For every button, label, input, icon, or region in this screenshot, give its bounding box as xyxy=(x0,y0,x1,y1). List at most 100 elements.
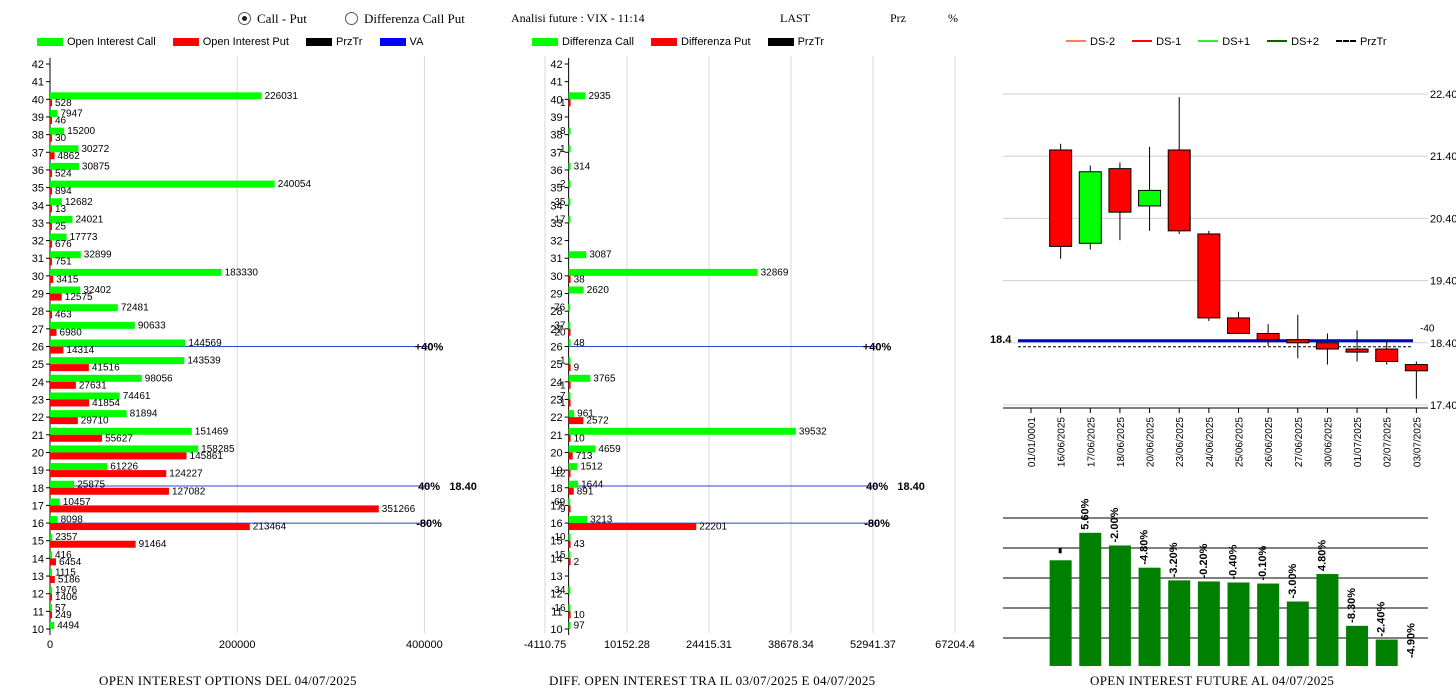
bar-value-label: -34 xyxy=(551,585,566,596)
bar-value-label: 314 xyxy=(574,161,591,172)
call-bar xyxy=(50,268,222,276)
oi-bar xyxy=(1257,583,1280,666)
bar-value-label: 2935 xyxy=(589,91,612,102)
candle-body xyxy=(1167,149,1191,232)
bar-value-label: 124227 xyxy=(169,469,203,480)
x-tick-label: 30/06/2025 xyxy=(1323,417,1334,467)
bar-value-label: 5186 xyxy=(58,575,81,586)
call-bar xyxy=(50,586,52,594)
bar-value-label: 3765 xyxy=(593,373,616,384)
y-tick-label: 41 xyxy=(32,77,44,89)
call-bar xyxy=(50,233,67,241)
bar-value-label: 3415 xyxy=(56,274,79,285)
y-tick-label: 38 xyxy=(550,130,562,142)
put-bar xyxy=(50,311,52,319)
y-tick-label: 18 xyxy=(550,483,562,495)
put-bar xyxy=(50,240,52,248)
radio-diff[interactable]: Differenza Call Put xyxy=(345,11,465,27)
legend-item: Differenza Put xyxy=(651,36,751,48)
call-bar xyxy=(568,215,571,223)
put-bar xyxy=(50,399,90,407)
call-bar xyxy=(568,162,571,170)
y-tick-label: 25 xyxy=(32,359,44,371)
bar-value-label: 27631 xyxy=(79,380,107,391)
y-tick-label: 26 xyxy=(32,342,44,354)
y-tick-label: 15 xyxy=(32,536,44,548)
oi-bar xyxy=(1346,625,1369,666)
call-bar xyxy=(50,92,262,100)
x-tick-label: 16/06/2025 xyxy=(1057,417,1068,467)
oi-bar xyxy=(1168,580,1191,666)
bar-value-label: 1644 xyxy=(581,479,604,490)
y-tick-label: 18 xyxy=(32,483,44,495)
y-tick-label: 16 xyxy=(550,518,562,530)
bar-value-label: 463 xyxy=(55,310,72,321)
bar-value-label: 213464 xyxy=(253,522,287,533)
bar-value-label: 144569 xyxy=(188,338,222,349)
bar-value-label: -1 xyxy=(557,356,566,367)
bar-value-label: 894 xyxy=(55,186,72,197)
bar-value-label: 30875 xyxy=(82,161,110,172)
y-tick-label: 19 xyxy=(32,465,44,477)
bar-value-label: 22201 xyxy=(699,522,727,533)
y-tick-label: 11 xyxy=(551,606,562,618)
bar-value-label: 2572 xyxy=(586,416,609,427)
bar-value-label: 249 xyxy=(55,610,72,621)
level-annotation: 40% xyxy=(418,481,440,493)
call-bar xyxy=(568,92,586,100)
bar-value-label: 15200 xyxy=(67,126,95,137)
bar-value-label: 39532 xyxy=(799,426,827,437)
y-tick-label: 10 xyxy=(32,624,44,636)
bar-value-label: -1 xyxy=(557,398,566,409)
put-bar xyxy=(568,399,571,407)
bar-value-label: 10 xyxy=(574,433,586,444)
y-tick-label: 37 xyxy=(32,147,44,159)
bar-value-label: -2 xyxy=(557,179,566,190)
call-bar xyxy=(50,198,62,206)
call-bar xyxy=(568,374,591,382)
y-tick-label: 22 xyxy=(32,412,44,424)
bar-value-label: -35 xyxy=(551,197,566,208)
put-bar xyxy=(568,558,571,566)
put-bar xyxy=(50,187,52,195)
y-tick-label: 38 xyxy=(32,130,44,142)
y-tick-label: 11 xyxy=(33,606,44,618)
bar-value-label: 158285 xyxy=(201,444,235,455)
call-bar xyxy=(568,427,796,435)
bar-value-label: 416 xyxy=(55,550,72,561)
call-bar xyxy=(50,463,108,471)
oi-bar xyxy=(1375,639,1398,666)
candle-body xyxy=(1197,233,1221,319)
candle-body xyxy=(1345,348,1369,353)
bar-value-label: 1115 xyxy=(55,568,76,579)
bar-value-label: 713 xyxy=(576,451,593,462)
oi-bar-label: 4.80% xyxy=(1316,540,1328,571)
bar-value-label: 6980 xyxy=(60,327,83,338)
candle-body xyxy=(1256,332,1280,341)
x-tick-label: 01/07/2025 xyxy=(1353,417,1364,467)
call-bar xyxy=(568,286,584,294)
bar-value-label: 14314 xyxy=(66,345,94,356)
legend-item: DS+2 xyxy=(1267,36,1319,48)
call-bar xyxy=(568,498,571,506)
bar-value-label: 74461 xyxy=(123,391,151,402)
legend-item: PrzTr xyxy=(306,36,362,48)
put-bar xyxy=(50,558,57,566)
candle-body xyxy=(1315,342,1339,350)
y-tick-label: 34 xyxy=(550,200,562,212)
bar-value-label: -15 xyxy=(551,550,566,561)
call-bar xyxy=(568,392,571,400)
radio-call-put[interactable]: Call - Put xyxy=(238,11,307,27)
call-bar xyxy=(568,463,578,471)
bar-value-label: 46 xyxy=(55,115,67,126)
put-bar xyxy=(50,487,169,495)
candle-body xyxy=(1138,189,1162,207)
bar-value-label: 25 xyxy=(55,221,67,232)
y-tick-label: 31 xyxy=(32,253,44,265)
put-bar xyxy=(568,275,571,283)
y-tick-label: 36 xyxy=(550,165,562,177)
call-bar xyxy=(568,480,579,488)
bar-value-label: -1 xyxy=(557,380,566,391)
call-bar xyxy=(50,357,185,365)
put-bar xyxy=(50,293,62,301)
